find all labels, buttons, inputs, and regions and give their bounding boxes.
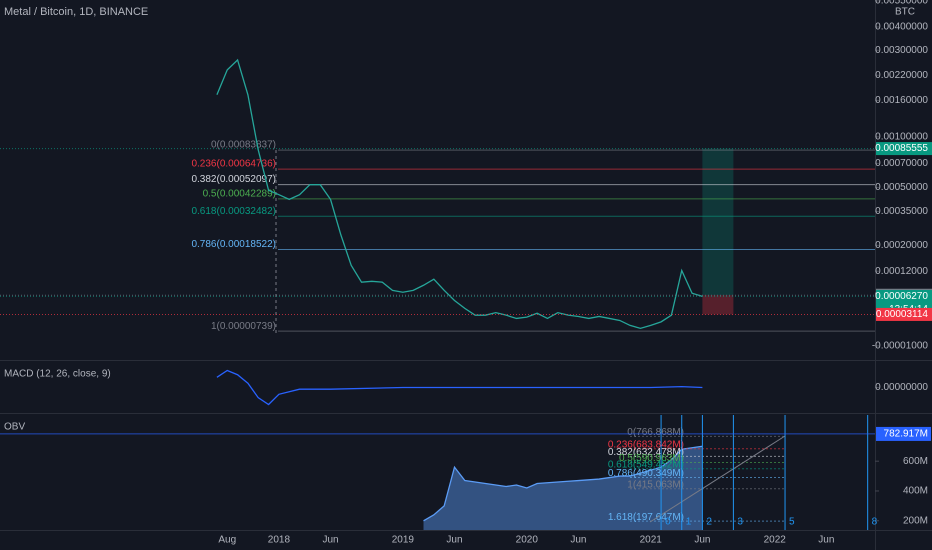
x-tick-label: Aug <box>218 535 236 546</box>
y-tick-label: 0.00012000 <box>875 266 928 277</box>
position-target <box>702 148 734 296</box>
fib-label: 0.236(0.00064736) <box>191 159 276 170</box>
price-label: 0.00003114 <box>876 309 929 320</box>
fib-label: 0.382(0.00052097) <box>191 174 276 185</box>
x-tick-label: Jun <box>818 535 834 546</box>
obv-trend <box>649 435 786 523</box>
x-tick-label: 2019 <box>392 535 415 546</box>
fib-label: 0.5(0.00042289) <box>203 189 276 200</box>
price-label: 0.00085555 <box>875 143 928 154</box>
obv-fib-label: 0.382(632.478M) <box>608 447 684 458</box>
indicator-title: MACD (12, 26, close, 9) <box>4 369 111 380</box>
price-label: 0.00006270 <box>875 291 928 302</box>
time-zone-label: 1 <box>686 517 692 528</box>
x-tick-label: 2018 <box>268 535 291 546</box>
y-tick-label: 0.00160000 <box>875 95 928 106</box>
y-tick-label: 0.00000000 <box>875 382 928 393</box>
x-tick-label: Jun <box>322 535 338 546</box>
time-zone-label: 0 <box>665 517 671 528</box>
y-tick-label: 0.00050000 <box>875 182 928 193</box>
obv-fib-label: 1(415.063M) <box>627 479 684 490</box>
macd-line <box>216 369 703 406</box>
obv-fib-label: 0.236(683.842M) <box>608 439 684 450</box>
obv-fib-label: 0.786(490.349M) <box>608 468 684 479</box>
obv-fib-label: 1.618(197.647M) <box>608 512 684 523</box>
chart-title: Metal / Bitcoin, 1D, BINANCE <box>4 6 148 18</box>
fib-label: 0(0.00083837) <box>211 140 276 151</box>
price-line <box>216 58 703 330</box>
y-tick-label: 200M <box>903 515 928 526</box>
obv-fib-label: 0(766.868M) <box>627 427 684 438</box>
time-zone-label: 5 <box>789 517 795 528</box>
indicator-title: OBV <box>4 422 25 433</box>
position-stop <box>702 295 734 315</box>
fib-label: 0.618(0.00032482) <box>191 206 276 217</box>
obv-line-area <box>423 446 703 530</box>
y-tick-label: 0.00400000 <box>875 22 928 33</box>
unit-label: BTC <box>895 7 915 18</box>
y-tick-label: 400M <box>903 486 928 497</box>
fib-label: 0.786(0.00018522) <box>191 239 276 250</box>
y-tick-label: 600M <box>903 456 928 467</box>
time-zone-label: 8 <box>872 517 878 528</box>
x-tick-label: 2021 <box>640 535 663 546</box>
price-label-box <box>876 142 932 156</box>
x-tick-label: 2020 <box>516 535 539 546</box>
y-tick-label: 0.00100000 <box>875 131 928 142</box>
x-tick-label: Jun <box>694 535 710 546</box>
obv-last-label: 782.917M <box>884 429 928 440</box>
x-tick-label: Jun <box>446 535 462 546</box>
y-tick-label: 0.00220000 <box>875 70 928 81</box>
fib-label: 1(0.00000739) <box>211 321 276 332</box>
y-tick-label: 0.00035000 <box>875 206 928 217</box>
time-zone-label: 2 <box>706 517 712 528</box>
time-zone-label: 3 <box>737 517 743 528</box>
y-tick-label: 0.00300000 <box>875 45 928 56</box>
y-tick-label: -0.00001000 <box>872 341 929 352</box>
y-tick-label: 0.00070000 <box>875 158 928 169</box>
x-tick-label: Jun <box>570 535 586 546</box>
x-tick-label: 2022 <box>764 535 787 546</box>
obv-last-box <box>876 426 931 441</box>
y-tick-label: 0.00020000 <box>875 240 928 251</box>
obv-fib-label: 0.618(549.452M) <box>608 459 684 470</box>
obv-fib-label: 0.5(590.963M) <box>619 453 684 464</box>
y-tick-label: 0.00550000 <box>875 0 928 7</box>
price-label-box <box>876 307 932 321</box>
